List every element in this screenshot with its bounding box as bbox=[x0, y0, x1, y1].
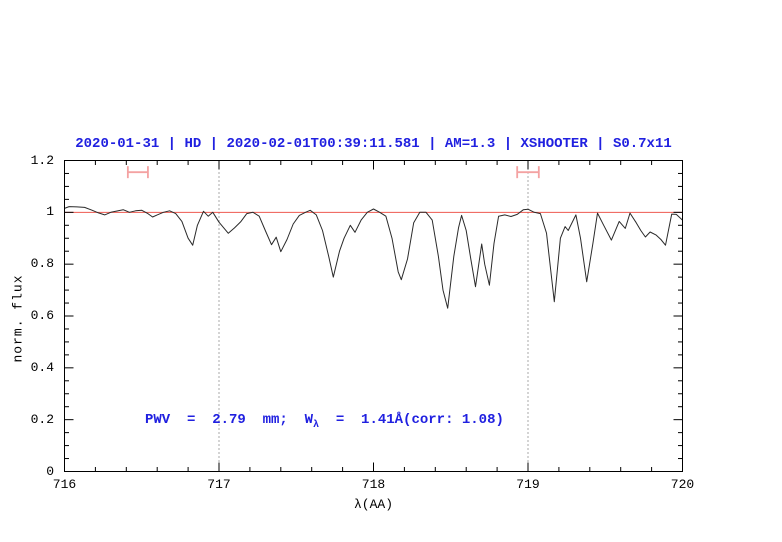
y-tick-label: 0.8 bbox=[30, 256, 54, 272]
spectrum-line bbox=[64, 206, 683, 309]
y-tick-label: 0 bbox=[46, 463, 54, 479]
y-axis-label: norm. flux bbox=[10, 274, 26, 363]
pwv-annotation-subscript: λ bbox=[313, 419, 320, 431]
pwv-annotation: PWV = 2.79 mm; Wλ = 1.41Å(corr: 1.08) bbox=[145, 412, 504, 431]
y-tick-label: 0.2 bbox=[30, 411, 54, 427]
x-tick-label: 719 bbox=[516, 477, 540, 492]
pwv-annotation-prefix: PWV = 2.79 mm; W bbox=[145, 412, 314, 428]
x-tick-label: 720 bbox=[670, 477, 695, 492]
y-tick-label: 0.6 bbox=[30, 308, 54, 323]
plot-frame bbox=[64, 160, 683, 472]
spectrum-plot bbox=[64, 160, 683, 472]
y-tick-label: 0.4 bbox=[30, 359, 54, 375]
plot-title: 2020-01-31 | HD | 2020-02-01T00:39:11.58… bbox=[75, 136, 672, 152]
x-axis-label: λ(AA) bbox=[353, 497, 393, 512]
x-tick-label: 717 bbox=[207, 477, 231, 492]
x-tick-label: 716 bbox=[52, 477, 77, 492]
pwv-annotation-suffix: = 1.41Å(corr: 1.08) bbox=[319, 412, 504, 428]
y-tick-label: 1.2 bbox=[30, 152, 54, 168]
y-tick-label: 1 bbox=[46, 204, 54, 220]
x-tick-label: 718 bbox=[361, 477, 386, 492]
